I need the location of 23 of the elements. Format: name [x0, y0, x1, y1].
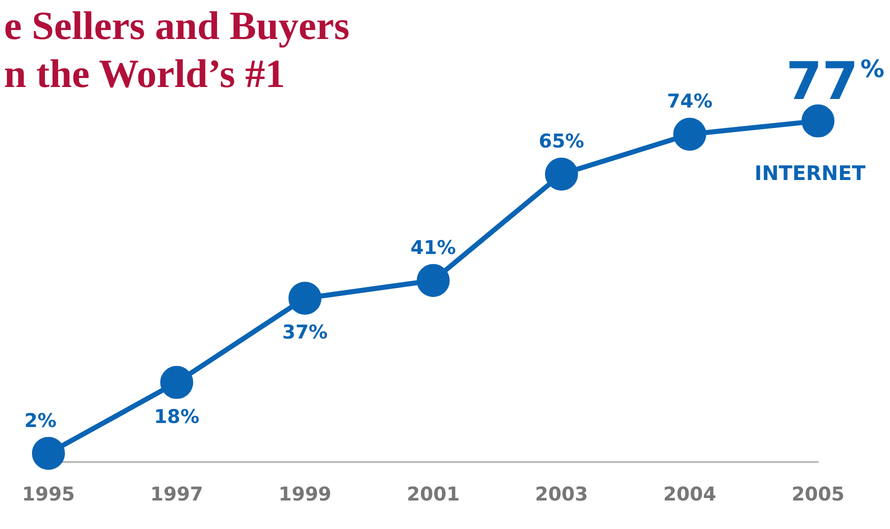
x-tick-label: 2004: [663, 484, 716, 506]
data-label: 74%: [667, 90, 712, 113]
point: [288, 282, 322, 315]
x-tick-label: 2001: [406, 484, 460, 506]
x-tick-label: 2005: [792, 484, 844, 506]
x-tick-label: 1999: [278, 484, 332, 506]
data-label: 41%: [410, 236, 456, 259]
data-label: 77%: [786, 52, 884, 112]
data-label: 18%: [154, 406, 200, 428]
point: [160, 366, 194, 399]
data-label: 37%: [282, 322, 328, 344]
data-label: 2%: [24, 410, 57, 432]
data-label: 65%: [538, 130, 584, 153]
point: [673, 118, 706, 151]
x-tick-label: 1997: [150, 484, 204, 506]
point: [416, 264, 450, 297]
series-label: INTERNET: [754, 161, 866, 186]
point: [32, 436, 65, 470]
x-tick-label: 1995: [22, 484, 75, 506]
point: [544, 158, 578, 191]
x-tick-label: 2003: [535, 484, 588, 506]
point: [802, 104, 834, 138]
chart-title: e Sellers and Buyers n the World’s #1: [4, 2, 350, 98]
